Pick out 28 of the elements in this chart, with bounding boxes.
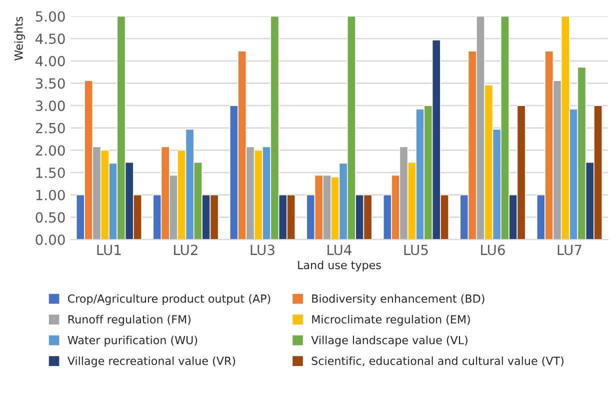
x-tick-label: LU1	[97, 244, 121, 256]
x-axis-title: Land use types	[298, 260, 381, 272]
x-tick-label: LU6	[481, 244, 505, 256]
x-tick-label: LU5	[404, 244, 428, 256]
legend-label: Microclimate regulation (EM)	[312, 314, 470, 326]
legend-label: Runoff regulation (FM)	[68, 314, 190, 326]
y-tick-label: 3.50	[36, 78, 65, 89]
x-tick-label: LU4	[328, 244, 352, 256]
y-tick-label: 5.00	[36, 11, 65, 22]
legend-label: Crop/Agriculture product output (AP)	[68, 294, 270, 305]
y-axis-title: Weights	[14, 16, 25, 60]
legend-label: Village landscape value (VL)	[311, 336, 468, 346]
y-tick-label: 0.50	[36, 212, 65, 223]
y-tick-label: 1.50	[36, 168, 65, 178]
x-tick-label: LU3	[250, 244, 274, 256]
legend-label: Scientific, educational and cultural value (VT)	[312, 356, 564, 366]
y-tick-label: 1.00	[36, 190, 65, 200]
y-tick-label: 3.00	[36, 100, 65, 112]
x-tick-label: LU2	[174, 244, 198, 256]
y-tick-label: 4.50	[36, 34, 65, 44]
y-tick-label: 2.50	[36, 122, 65, 134]
y-tick-label: 2.00	[36, 145, 65, 156]
y-tick-label: 4.00	[36, 56, 65, 66]
legend-label: Biodiversity enhancement (BD)	[312, 294, 484, 305]
y-tick-label: 0.00	[36, 234, 65, 246]
x-tick-label: LU7	[558, 244, 582, 256]
legend-label: Village recreational value (VR)	[67, 356, 236, 368]
legend-label: Water purification (WU)	[68, 336, 198, 346]
